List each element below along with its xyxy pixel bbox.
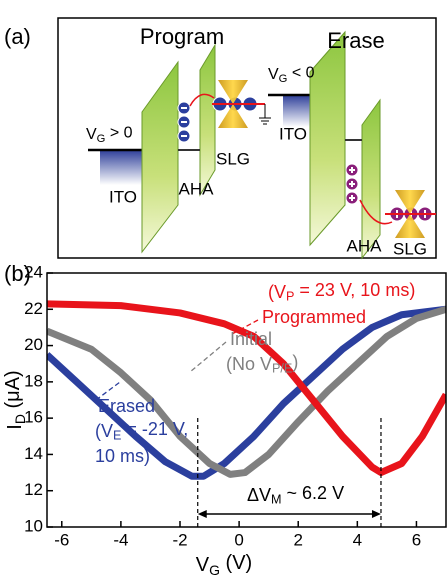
ito-block — [100, 150, 146, 185]
y-tick-label: 20 — [24, 335, 43, 354]
program-title: Program — [140, 24, 224, 49]
barrier-slab — [142, 62, 178, 252]
window-label-main: ΔV — [247, 485, 271, 505]
layer-label: AHA — [179, 179, 215, 198]
series-note-main: (V — [95, 421, 113, 441]
x-tick-label: 4 — [353, 530, 362, 549]
x-axis-label-main: V — [196, 554, 210, 576]
bias-label-main: V — [86, 126, 97, 143]
barrier-slab — [200, 45, 215, 195]
bias-label-sub: G — [279, 73, 288, 85]
panel-a: (a) Program Erase ITO AHA SLG ITO AHA SL… — [4, 18, 436, 258]
bias-label-tail: > 0 — [105, 125, 132, 142]
layer-label: SLG — [216, 149, 250, 168]
x-tick-label: -4 — [113, 530, 128, 549]
series-name: Initial — [230, 329, 272, 349]
series-name: Programmed — [262, 307, 366, 327]
series-note-main: (V — [268, 282, 286, 302]
window-label-sub: M — [271, 493, 282, 507]
y-axis-label-tail: (μA) — [2, 370, 24, 414]
series-note: 10 ms) — [95, 446, 150, 466]
series-note-sub: P — [286, 290, 294, 304]
bias-label: VG < 0 — [268, 65, 315, 85]
series-note: (No VP/E) — [226, 352, 298, 376]
bias-label: VG > 0 — [86, 125, 133, 145]
bias-label-tail: < 0 — [287, 65, 314, 82]
x-tick-label: 6 — [412, 530, 421, 549]
series-note-main: (No V — [226, 354, 272, 374]
y-axis-label-sub: D — [12, 414, 28, 424]
window-label: ΔVM ~ 6.2 V — [247, 483, 344, 507]
bias-label-main: V — [268, 66, 279, 83]
layer-label: SLG — [393, 239, 427, 258]
x-tick-label: 0 — [234, 530, 243, 549]
x-tick-label: 2 — [293, 530, 302, 549]
y-tick-label: 22 — [24, 299, 43, 318]
series-note-tail: = -21 V, — [121, 419, 188, 439]
leader-line — [190, 342, 226, 372]
series-note-sub: P/E — [272, 362, 292, 376]
y-tick-label: 24 — [24, 262, 43, 281]
layer-label: ITO — [109, 187, 137, 206]
x-axis-label-tail: (V) — [220, 552, 252, 574]
bias-label-sub: G — [97, 133, 106, 145]
series-note-tail: ) — [292, 352, 298, 372]
x-tick-label: -6 — [54, 530, 69, 549]
x-tick-label: -2 — [172, 530, 187, 549]
y-tick-label: 14 — [24, 444, 43, 463]
y-tick-label: 10 — [24, 516, 43, 535]
series-note-sub: E — [113, 429, 121, 443]
barrier-slab — [362, 100, 380, 258]
figure: (a) Program Erase ITO AHA SLG ITO AHA SL… — [0, 0, 447, 582]
panel-label: (a) — [4, 24, 31, 49]
window-label-tail: ~ 6.2 V — [282, 483, 345, 503]
layer-label: AHA — [347, 236, 383, 255]
series-name: Erased — [98, 396, 155, 416]
series-note: (VP = 23 V, 10 ms) — [268, 280, 415, 304]
erase-title: Erase — [327, 28, 384, 53]
y-tick-label: 12 — [24, 480, 43, 499]
ground — [259, 104, 271, 124]
y-axis-label: ID (μA) — [2, 370, 27, 429]
y-tick-label: 18 — [24, 371, 43, 390]
series-note-tail: = 23 V, 10 ms) — [294, 280, 415, 300]
x-axis-label-sub: G — [209, 562, 220, 578]
x-axis-label: VG (V) — [196, 552, 252, 577]
barrier-slab — [310, 32, 345, 245]
layer-label: ITO — [279, 124, 307, 143]
